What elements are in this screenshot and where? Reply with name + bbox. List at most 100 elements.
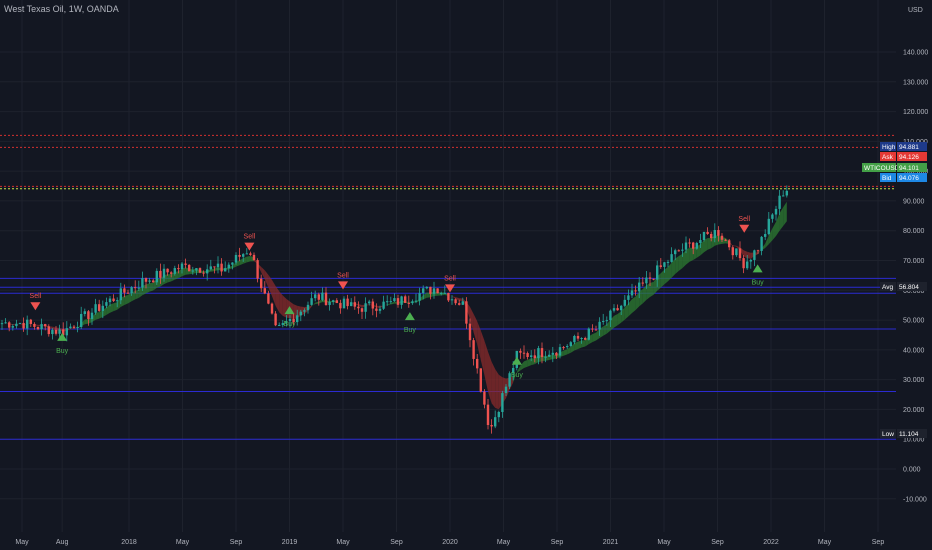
candle-body [112, 298, 115, 302]
sell-label: Sell [444, 275, 456, 282]
x-tick-label: May [176, 539, 190, 546]
x-tick-label: 2021 [603, 539, 619, 546]
sell-marker-icon [338, 281, 348, 290]
cloud-segment [603, 324, 607, 336]
candle-body [256, 260, 259, 279]
tag-value-bg [897, 173, 927, 182]
candle-body [321, 292, 324, 300]
buy-label: Buy [56, 348, 69, 355]
candle-body [627, 295, 630, 300]
tag-value: 11.104 [899, 431, 919, 438]
candle-body [454, 299, 457, 304]
cloud-segment [574, 341, 578, 351]
candle-body [612, 308, 616, 311]
candle-body [738, 248, 742, 259]
candle-body [386, 301, 389, 303]
candle-body [310, 298, 313, 305]
price-axis-bg [896, 0, 932, 550]
candle-body [242, 254, 245, 257]
candle-body [101, 305, 104, 311]
x-tick-label: May [657, 539, 671, 546]
tag-value: 94.126 [899, 154, 919, 161]
candle-body [274, 313, 277, 326]
tag-value: 94.101 [899, 165, 919, 172]
candle-body [234, 254, 238, 263]
candle-body [422, 288, 425, 294]
candle-body [764, 234, 767, 237]
candle-body [735, 248, 738, 256]
candle-body [173, 268, 176, 274]
candle-body [760, 236, 763, 251]
candle-body [717, 230, 720, 236]
candle-body [522, 352, 526, 354]
y-tick-label: 0.000 [903, 467, 921, 474]
y-tick-label: 140.000 [903, 50, 928, 57]
candle-body [36, 326, 40, 330]
cloud-segment [52, 326, 56, 331]
candle-body [353, 302, 356, 307]
cloud-segment [146, 283, 150, 294]
candle-body [746, 261, 749, 269]
cloud-segment [776, 213, 780, 237]
candle-body [706, 231, 709, 234]
buy-marker-icon [752, 264, 763, 273]
candle-body [429, 286, 432, 294]
cloud-segment [117, 297, 121, 310]
candle-body [317, 294, 320, 300]
sell-marker-icon [445, 284, 455, 293]
cloud-segment [693, 246, 697, 260]
candle-body [278, 324, 281, 326]
candle-body [400, 296, 403, 305]
cloud-segment [470, 307, 474, 333]
tag-label: Bid [882, 175, 892, 182]
candle-body [44, 324, 47, 327]
candle-body [656, 265, 659, 280]
candle-body [609, 310, 612, 321]
tag-label-bg [880, 152, 896, 161]
candle-body [231, 262, 234, 265]
candle-body [126, 292, 130, 294]
candle-body [137, 287, 140, 289]
candle-body [389, 301, 392, 303]
x-tick-label: 2020 [442, 539, 458, 546]
candle-body [155, 270, 158, 283]
cloud-segment [524, 359, 528, 369]
cloud-segment [246, 256, 251, 263]
candle-body [558, 347, 562, 356]
candle-body [450, 299, 454, 301]
cloud-segment [455, 297, 460, 301]
cloud-segment [128, 292, 132, 304]
candle-body [263, 288, 266, 294]
buy-marker-icon [511, 356, 522, 365]
candle-body [108, 298, 112, 303]
candle-body [530, 355, 533, 357]
cloud-segment [642, 285, 647, 304]
candle-body [339, 303, 342, 309]
tag-value: 94.881 [899, 144, 919, 151]
cloud-segment [99, 310, 103, 319]
candle-body [674, 250, 677, 255]
candle-body [267, 293, 270, 304]
candle-body [72, 326, 76, 328]
candle-body [40, 324, 43, 330]
candle-body [548, 354, 551, 357]
cloud-segment [581, 340, 586, 348]
candle-body [83, 311, 86, 315]
sell-marker-icon [739, 224, 750, 233]
candle-body [666, 261, 670, 263]
cloud-segment [678, 253, 683, 271]
candle-body [303, 310, 306, 312]
cloud-segment [279, 291, 283, 316]
candle-body [659, 265, 662, 267]
candle-body [728, 240, 731, 248]
candle-body [159, 270, 162, 278]
x-tick-label: May [336, 539, 350, 546]
candle-body [641, 282, 644, 284]
cloud-segment [239, 258, 244, 266]
candle-body [58, 329, 61, 334]
cloud-segment [383, 304, 388, 306]
cloud-segment [160, 275, 164, 287]
candle-body [605, 320, 608, 322]
buy-marker-icon [284, 306, 295, 315]
